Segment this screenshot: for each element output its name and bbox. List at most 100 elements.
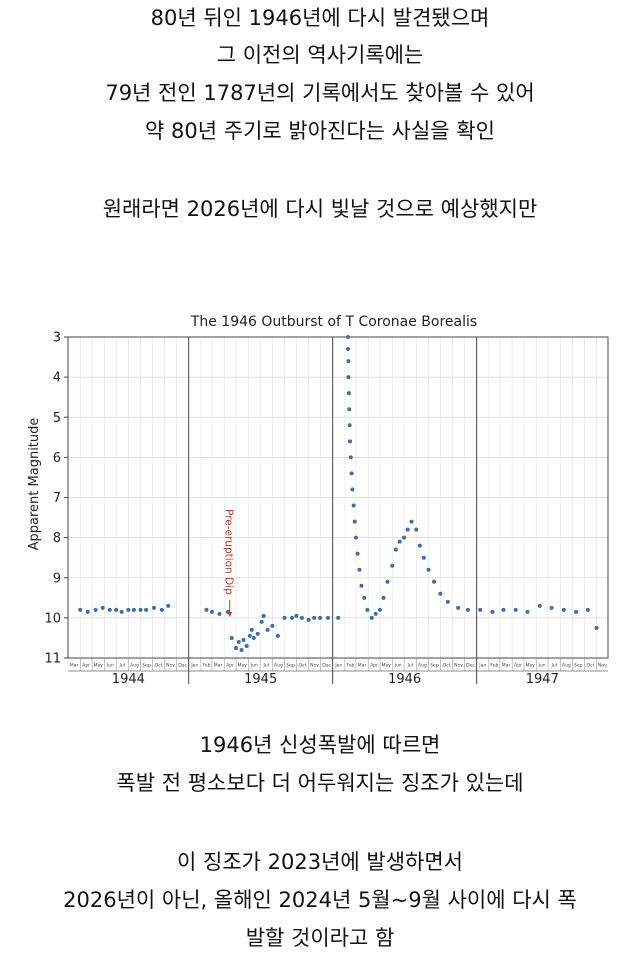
closing-line: 2026년이 아닌, 올해인 2024년 5월~9월 사이에 다시 폭 — [63, 888, 577, 912]
y-axis-label: Apparent Magnitude — [27, 418, 42, 551]
data-point — [346, 335, 351, 339]
data-point — [490, 609, 495, 614]
data-point — [365, 607, 370, 612]
year-label: 1947 — [526, 672, 559, 687]
data-point — [107, 607, 112, 612]
month-label: Apr — [370, 663, 378, 669]
month-label: Jul — [406, 663, 412, 669]
data-point — [432, 579, 437, 584]
intro-line: 그 이전의 역사기록에는 — [216, 43, 424, 67]
data-point — [513, 607, 518, 612]
data-point — [402, 535, 407, 540]
closing-line: 이 징조가 2023년에 발생하면서 — [177, 850, 463, 874]
data-point — [381, 595, 386, 600]
y-tick-label: 5 — [53, 411, 61, 426]
data-point — [349, 471, 354, 476]
month-label: Jul — [262, 663, 268, 669]
data-point — [247, 633, 252, 638]
explanation-line: 1946년 신성폭발에 따르면 — [199, 733, 441, 757]
data-point — [234, 645, 239, 650]
explanation-text: 1946년 신성폭발에 따르면 폭발 전 평소보다 더 어두워지는 징조가 있는… — [0, 726, 640, 802]
data-point — [409, 519, 414, 524]
data-point — [312, 615, 317, 620]
y-tick-label: 3 — [53, 331, 61, 346]
month-label: Dec — [322, 663, 331, 669]
closing-line: 발할 것이라고 함 — [245, 926, 395, 950]
data-point — [501, 607, 506, 612]
month-label: Mar — [70, 663, 79, 669]
data-point — [138, 607, 143, 612]
data-point — [306, 617, 311, 622]
data-point — [209, 609, 214, 614]
chart-title: The 1946 Outburst of T Coronae Borealis — [190, 314, 477, 330]
expectation-line: 원래라면 2026년에 다시 빛날 것으로 예상했지만 — [102, 197, 538, 221]
y-tick-label: 9 — [53, 571, 61, 586]
month-label: Mar — [358, 663, 367, 669]
data-point — [119, 609, 124, 614]
data-point — [114, 607, 119, 612]
month-label: Feb — [346, 663, 354, 669]
month-label: Jan — [478, 663, 486, 669]
data-point — [350, 487, 355, 492]
year-label: 1946 — [388, 672, 421, 687]
closing-text: 이 징조가 2023년에 발생하면서 2026년이 아닌, 올해인 2024년 … — [0, 843, 640, 957]
data-point — [93, 607, 98, 612]
chart-svg: The 1946 Outburst of T Coronae Borealis … — [27, 314, 609, 687]
data-point — [357, 567, 362, 572]
data-point — [390, 563, 395, 568]
month-label: Dec — [466, 663, 475, 669]
month-label: May — [525, 663, 535, 669]
month-label: Jun — [394, 663, 402, 669]
data-point — [204, 607, 209, 612]
month-label: Oct — [299, 663, 307, 669]
data-point — [259, 619, 264, 624]
month-label: Nov — [598, 663, 607, 669]
intro-line: 80년 뒤인 1946년에 다시 발견됐으며 — [150, 6, 490, 30]
data-point — [585, 607, 590, 612]
month-label: Jun — [250, 663, 258, 669]
data-point — [131, 607, 136, 612]
month-label: Jun — [106, 663, 114, 669]
data-point — [159, 607, 164, 612]
data-point — [346, 359, 351, 364]
data-point — [352, 519, 357, 524]
data-point — [525, 609, 530, 614]
y-tick-label: 6 — [53, 451, 61, 466]
month-label: Dec — [178, 663, 187, 669]
month-label: Nov — [454, 663, 463, 669]
month-label: Jan — [334, 663, 342, 669]
y-tick-label: 10 — [44, 611, 61, 626]
data-point — [270, 623, 275, 628]
data-point — [348, 455, 353, 460]
data-point — [594, 625, 599, 630]
data-point — [318, 615, 323, 620]
data-point — [373, 611, 378, 616]
data-point — [229, 635, 234, 640]
data-point — [347, 407, 352, 412]
year-label: 1944 — [112, 672, 145, 687]
month-label: May — [381, 663, 391, 669]
month-label: Aug — [418, 663, 427, 669]
data-point — [417, 543, 422, 548]
data-point — [385, 579, 390, 584]
data-point — [393, 547, 398, 552]
data-point — [255, 631, 260, 636]
month-label: Feb — [202, 663, 210, 669]
month-label: Jan — [190, 663, 198, 669]
month-label: Nov — [310, 663, 319, 669]
y-tick-label: 8 — [53, 531, 61, 546]
data-point — [236, 639, 241, 644]
month-label: Oct — [587, 663, 595, 669]
data-point — [217, 611, 222, 616]
data-point — [445, 599, 450, 604]
expectation-text: 원래라면 2026년에 다시 빛날 것으로 예상했지만 — [0, 190, 640, 228]
data-point — [78, 607, 83, 612]
data-point — [261, 613, 266, 618]
y-tick-label: 11 — [44, 652, 61, 667]
data-point — [414, 527, 419, 532]
y-tick-label: 4 — [53, 371, 61, 386]
month-label: Mar — [502, 663, 511, 669]
intro-text: 80년 뒤인 1946년에 다시 발견됐으며 그 이전의 역사기록에는 79년 … — [0, 0, 640, 150]
data-point — [151, 605, 156, 610]
